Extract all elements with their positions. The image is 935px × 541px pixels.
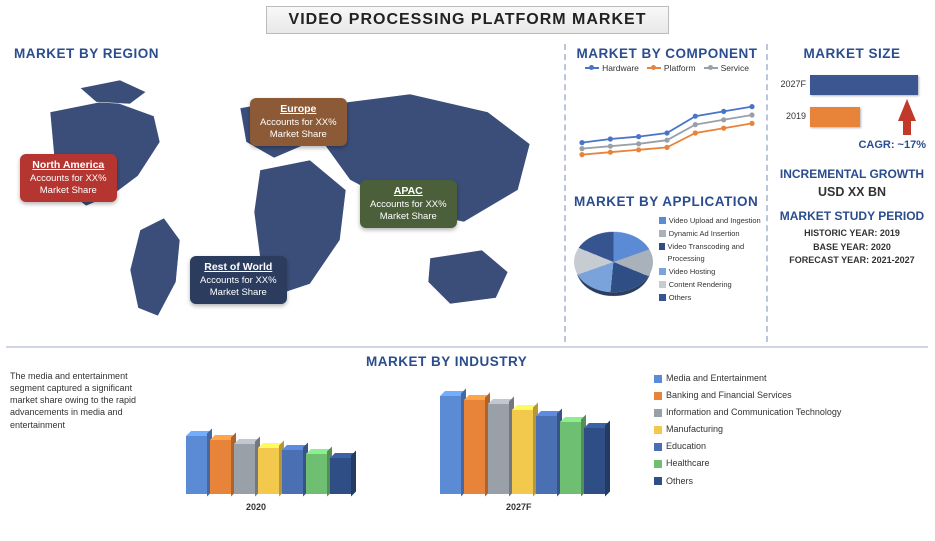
region-label-rw: Rest of WorldAccounts for XX%Market Shar… (190, 256, 287, 304)
region-label-ap: APACAccounts for XX%Market Share (360, 180, 457, 228)
industry-bar (440, 396, 461, 494)
size-chart: CAGR: ~17% 2027F2019 (776, 67, 928, 157)
industry-bar (282, 450, 303, 494)
industry-title: MARKET BY INDUSTRY (366, 354, 527, 369)
industry-bar (536, 416, 557, 494)
region-label-na: North AmericaAccounts for XX%Market Shar… (20, 154, 117, 202)
growth-title: INCREMENTAL GROWTH (776, 167, 928, 181)
period-lines: HISTORIC YEAR: 2019BASE YEAR: 2020FORECA… (776, 227, 928, 268)
industry-bar (210, 440, 231, 494)
divider-vertical-1 (564, 44, 566, 342)
size-title: MARKET SIZE (776, 46, 928, 61)
component-title: MARKET BY COMPONENT (574, 46, 760, 61)
industry-text: The media and entertainment segment capt… (10, 370, 148, 431)
industry-bar (330, 458, 351, 494)
industry-bar (512, 410, 533, 494)
growth-arrow-icon (898, 99, 916, 121)
component-legend: HardwarePlatformService (574, 63, 760, 73)
application-title: MARKET BY APPLICATION (574, 194, 764, 209)
industry-panel: The media and entertainment segment capt… (6, 354, 928, 534)
size-bar (810, 107, 860, 127)
industry-barchart: 20202027F (166, 378, 646, 514)
industry-bar (560, 422, 581, 494)
region-panel: MARKET BY REGION North AmericaAccounts f… (10, 46, 555, 336)
industry-bar (234, 444, 255, 494)
industry-bar (258, 448, 279, 494)
region-title: MARKET BY REGION (14, 46, 159, 61)
application-legend: Video Upload and IngestionDynamic Ad Ins… (659, 215, 764, 309)
industry-bar (584, 428, 605, 494)
industry-bar (306, 454, 327, 494)
component-linechart (574, 77, 760, 189)
period-title: MARKET STUDY PERIOD (776, 209, 928, 223)
industry-bar (488, 404, 509, 494)
industry-legend: Media and EntertainmentBanking and Finan… (654, 370, 841, 490)
divider-vertical-2 (766, 44, 768, 342)
application-panel: MARKET BY APPLICATION Video Upload and I… (574, 194, 764, 309)
region-label-eu: EuropeAccounts for XX%Market Share (250, 98, 347, 146)
component-panel: MARKET BY COMPONENT HardwarePlatformServ… (574, 46, 760, 192)
page-title: VIDEO PROCESSING PLATFORM MARKET (266, 6, 670, 34)
application-pie (574, 232, 653, 292)
growth-value: USD XX BN (776, 185, 928, 199)
right-column: MARKET SIZE CAGR: ~17% 2027F2019 INCREME… (776, 46, 928, 268)
industry-bar (186, 436, 207, 494)
industry-bar (464, 400, 485, 494)
size-bar (810, 75, 918, 95)
cagr-label: CAGR: ~17% (858, 139, 926, 151)
divider-horizontal (6, 346, 928, 348)
